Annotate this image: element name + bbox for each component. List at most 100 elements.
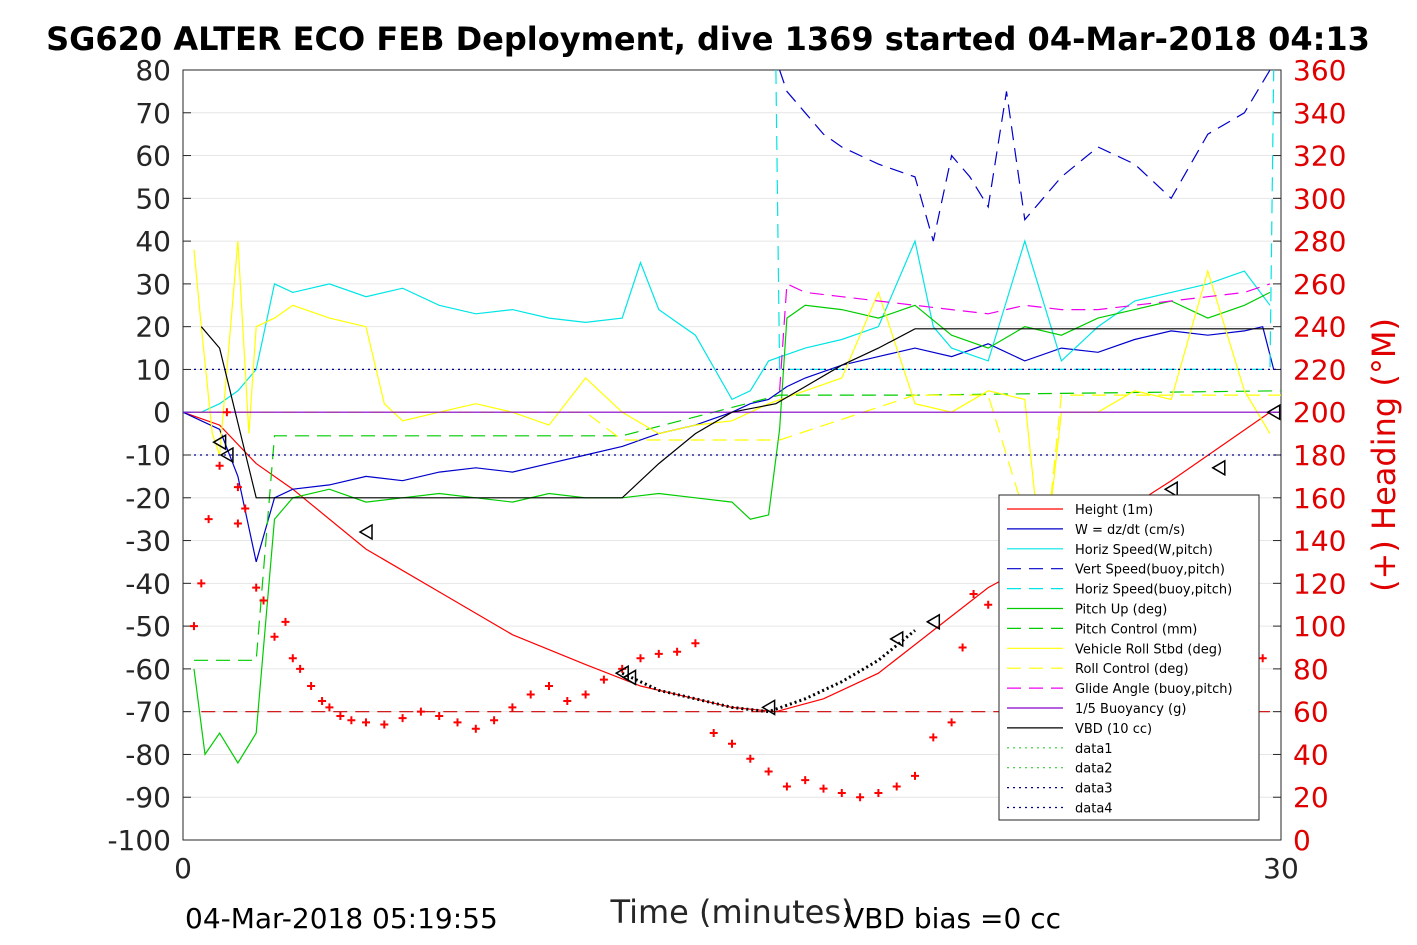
- series-line-11: [200, 326, 1274, 499]
- y-right-tick-label: 0: [1293, 824, 1311, 857]
- legend-entry: VBD (10 cc): [1075, 722, 1152, 737]
- legend-entry: data3: [1075, 782, 1113, 797]
- heading-marker: [958, 643, 967, 652]
- heading-marker: [581, 690, 590, 699]
- y-right-tick-label: 20: [1293, 781, 1329, 814]
- triangle-marker: [614, 664, 629, 682]
- heading-marker: [471, 724, 480, 733]
- heading-marker: [435, 711, 444, 720]
- heading-marker: [969, 590, 978, 599]
- heading-marker: [929, 733, 938, 742]
- y-tick-label: -100: [107, 824, 171, 857]
- heading-marker: [380, 720, 389, 729]
- heading-marker: [204, 515, 213, 524]
- x-tick-label: 30: [1263, 852, 1299, 885]
- heading-marker: [746, 754, 755, 763]
- heading-marker: [654, 649, 663, 658]
- triangle-marker: [219, 446, 234, 464]
- legend-entry: Vert Speed(buoy,pitch): [1075, 563, 1225, 578]
- heading-marker: [545, 682, 553, 690]
- series-line-8: [194, 394, 1281, 575]
- legend-entry: Roll Control (deg): [1075, 662, 1189, 677]
- legend-entry: data2: [1075, 762, 1113, 777]
- y-right-tick-label: 200: [1293, 396, 1346, 429]
- series-group: [183, 70, 1281, 802]
- heading-marker: [764, 767, 773, 776]
- y-tick-label: -20: [125, 482, 171, 515]
- heading-marker: [1258, 654, 1267, 663]
- heading-marker: [336, 711, 345, 720]
- y-right-tick-label: 180: [1293, 439, 1346, 472]
- heading-marker: [307, 682, 316, 690]
- y-right-tick-label: 340: [1293, 97, 1346, 130]
- heading-marker: [984, 600, 993, 609]
- y-right-tick-label: 60: [1293, 696, 1329, 729]
- legend-entry: data1: [1075, 742, 1113, 757]
- heading-marker: [856, 793, 865, 802]
- plot-area: 80706050403020100-10-20-30-40-50-60-70-8…: [107, 54, 1346, 885]
- heading-marker: [801, 776, 810, 785]
- y-tick-label: -80: [125, 738, 171, 771]
- y-right-tick-label: 320: [1293, 140, 1346, 173]
- y-right-tick-label: 300: [1293, 182, 1346, 215]
- y-tick-label: -30: [125, 525, 171, 558]
- legend: Height (1m) W = dz/dt (cm/s) Horiz Speed(W…: [998, 494, 1260, 821]
- triangle-marker: [889, 630, 904, 648]
- y-tick-label: 80: [135, 54, 171, 87]
- legend-entry: Horiz Speed(buoy,pitch): [1075, 583, 1232, 598]
- heading-marker: [259, 596, 268, 605]
- heading-marker: [911, 771, 919, 780]
- heading-marker: [296, 664, 305, 673]
- y-right-tick-label: 40: [1293, 738, 1329, 771]
- x-axis-label: Time (minutes): [610, 893, 854, 931]
- heading-marker: [508, 703, 517, 712]
- y-tick-label: -40: [125, 567, 171, 600]
- heading-marker: [819, 784, 828, 793]
- heading-marker: [673, 647, 682, 656]
- footer-vbd-bias: VBD bias =0 cc: [845, 902, 1061, 935]
- y-right-tick-label: 260: [1293, 268, 1346, 301]
- triangle-marker: [1266, 403, 1281, 421]
- y-right-tick-label: 80: [1293, 653, 1329, 686]
- heading-marker: [362, 718, 370, 727]
- heading-marker: [252, 583, 261, 592]
- series-line-2: [183, 239, 1271, 413]
- heading-marker: [416, 707, 425, 716]
- heading-marker: [398, 714, 407, 723]
- heading-marker: [728, 739, 736, 748]
- heading-marker: [233, 519, 242, 528]
- heading-marker: [709, 729, 718, 738]
- triangle-marker: [1163, 480, 1178, 498]
- heading-marker: [233, 483, 242, 492]
- y-tick-label: 0: [153, 396, 171, 429]
- y-tick-label: -50: [125, 610, 171, 643]
- triangle-marker: [925, 613, 941, 631]
- y-right-tick-label: 280: [1293, 225, 1346, 258]
- heading-marker: [288, 654, 297, 663]
- legend-entry: Pitch Control (mm): [1075, 622, 1197, 637]
- heading-marker: [222, 408, 231, 417]
- heading-marker: [599, 675, 608, 684]
- heading-marker: [347, 716, 356, 725]
- y-right-tick-label: 160: [1293, 482, 1346, 515]
- series-line-9: [779, 282, 1271, 391]
- y-tick-label: 50: [135, 182, 171, 215]
- footer-timestamp: 04-Mar-2018 05:19:55: [185, 902, 498, 935]
- heading-marker: [325, 703, 334, 712]
- chart-title: SG620 ALTER ECO FEB Deployment, dive 136…: [46, 20, 1370, 58]
- y-tick-label: -70: [125, 696, 171, 729]
- legend-entry: Vehicle Roll Stbd (deg): [1075, 642, 1222, 657]
- heading-marker: [270, 632, 279, 641]
- heading-marker: [197, 579, 206, 588]
- triangle-marker: [212, 433, 227, 451]
- y-tick-label: -60: [125, 653, 171, 686]
- triangle-marker: [622, 669, 637, 686]
- heading-marker: [947, 718, 956, 727]
- y-axis-right-label: (+) Heading (°M): [1365, 318, 1403, 592]
- y-tick-label: 20: [135, 311, 171, 344]
- legend-entry: 1/5 Buoyancy (g): [1075, 702, 1186, 717]
- heading-marker: [874, 788, 883, 797]
- y-right-tick-label: 240: [1293, 311, 1346, 344]
- y-tick-label: 60: [135, 140, 171, 173]
- heading-marker: [782, 782, 791, 791]
